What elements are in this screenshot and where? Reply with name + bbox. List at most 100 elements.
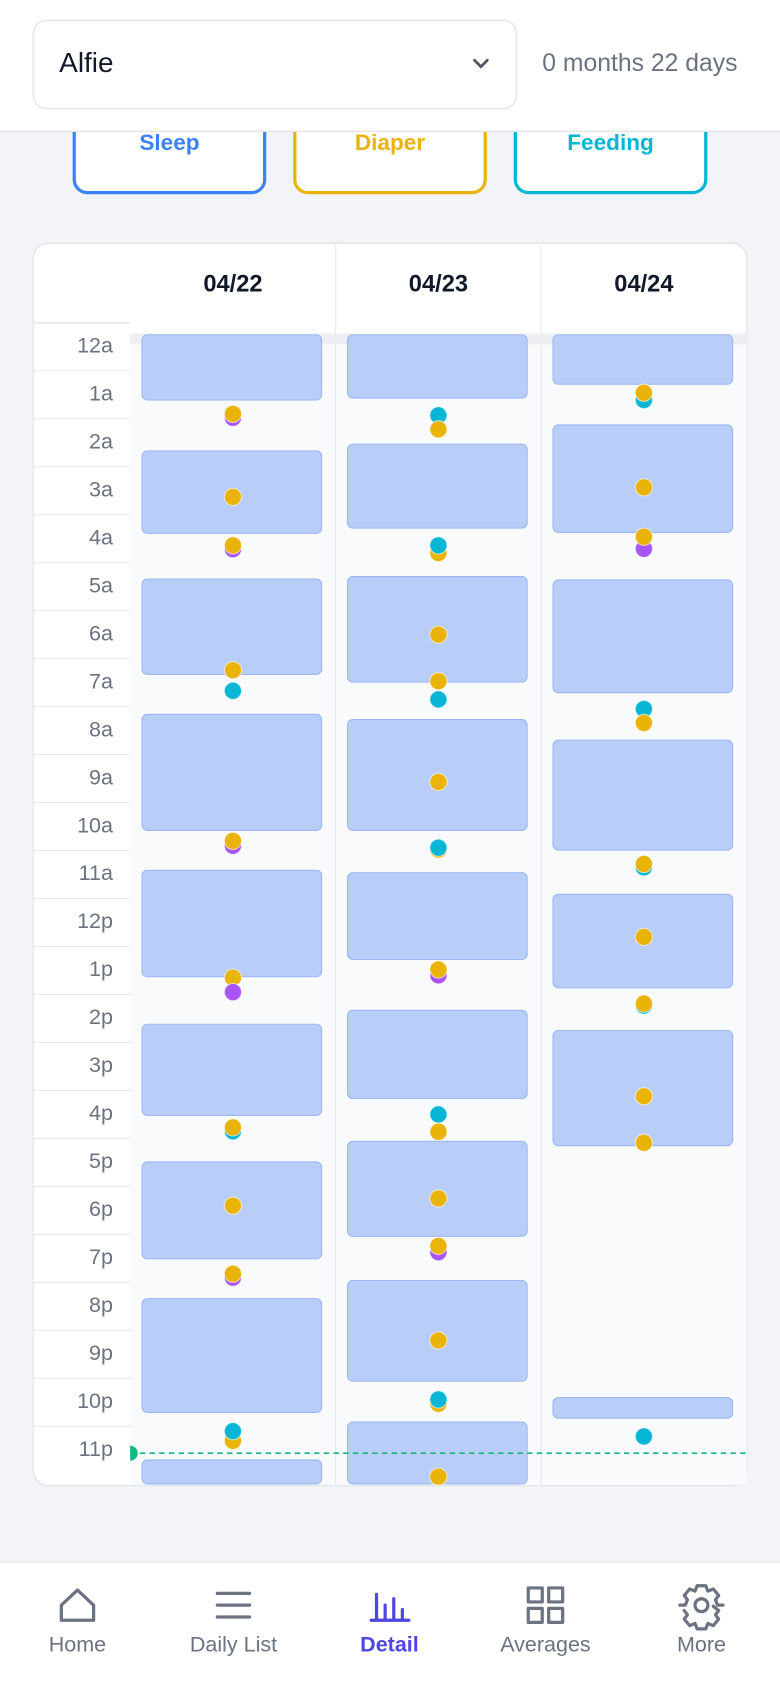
event-dot[interactable] [223, 1422, 243, 1441]
day-date: 04/22 [203, 271, 262, 297]
hour-label: 9p [89, 1341, 113, 1365]
event-dot[interactable] [429, 1467, 448, 1485]
event-dot[interactable] [634, 927, 654, 947]
event-dot[interactable] [634, 1087, 654, 1106]
event-dot[interactable] [634, 854, 654, 874]
event-dot[interactable] [223, 1118, 243, 1137]
hour-label: 1p [89, 957, 113, 981]
sleep-block[interactable] [346, 443, 528, 529]
hour-label: 4p [89, 1101, 113, 1125]
event-dot[interactable] [223, 1196, 243, 1215]
list-icon [215, 1591, 252, 1619]
event-dot[interactable] [429, 690, 448, 709]
hour-label: 2a [89, 429, 113, 453]
sleep-block[interactable] [346, 1009, 528, 1100]
event-dot[interactable] [634, 1427, 654, 1446]
event-dot[interactable] [634, 527, 654, 546]
hour-label: 4a [89, 525, 113, 549]
child-select[interactable] [32, 19, 518, 110]
event-dot[interactable] [429, 536, 448, 555]
hour-label: 3p [89, 1053, 113, 1077]
sleep-block[interactable] [552, 739, 734, 851]
sleep-block[interactable] [346, 1140, 528, 1237]
child-name: Alfie [59, 47, 113, 78]
event-dot[interactable] [223, 681, 243, 700]
hour-label: 6p [89, 1197, 113, 1221]
nav-label[interactable]: Detail [360, 1633, 419, 1657]
event-dot[interactable] [634, 713, 654, 733]
gear-center [693, 1597, 710, 1614]
home-icon [59, 1588, 96, 1622]
event-dot[interactable] [223, 1264, 243, 1283]
hour-label: 7p [89, 1245, 113, 1269]
event-dot[interactable] [429, 838, 448, 857]
hour-label: 8p [89, 1293, 113, 1317]
nav-label[interactable]: Daily List [190, 1633, 277, 1657]
sleep-block[interactable] [346, 1279, 528, 1382]
hour-label: 5p [89, 1149, 113, 1173]
day-events [141, 334, 734, 1485]
event-dot[interactable] [223, 831, 243, 851]
sleep-block[interactable] [552, 334, 734, 385]
gear-icon [678, 1584, 725, 1631]
hour-label: 10p [77, 1389, 113, 1413]
sleep-block[interactable] [552, 579, 734, 694]
hour-label: 1a [89, 381, 113, 405]
legend-label: Feeding [567, 130, 654, 155]
child-age: 0 months 22 days [542, 50, 737, 77]
event-dot[interactable] [429, 1189, 448, 1208]
event-dot[interactable] [634, 383, 654, 402]
legend-label: Sleep [139, 130, 199, 155]
event-dot[interactable] [634, 994, 654, 1013]
event-dot[interactable] [223, 661, 243, 680]
event-dot[interactable] [223, 404, 243, 424]
event-dot[interactable] [429, 625, 448, 644]
event-dot[interactable] [429, 1390, 448, 1409]
day-date: 04/23 [409, 271, 468, 297]
averages-icon [526, 1586, 565, 1624]
event-dot[interactable] [223, 536, 243, 555]
legend-label: Diaper [355, 130, 425, 155]
nav-label[interactable]: More [677, 1633, 726, 1657]
hour-label: 2p [89, 1005, 113, 1029]
sleep-block[interactable] [141, 334, 323, 401]
event-dot[interactable] [223, 982, 243, 1002]
nav-label[interactable]: Home [49, 1633, 106, 1657]
hour-label: 8a [89, 717, 113, 741]
event-dot[interactable] [429, 772, 448, 792]
sleep-block[interactable] [141, 1023, 323, 1116]
chevron [473, 58, 489, 69]
sleep-block[interactable] [141, 713, 323, 831]
sleep-block[interactable] [141, 578, 323, 676]
hour-label: 9a [89, 765, 113, 789]
hour-label: 5a [89, 573, 113, 597]
event-dot[interactable] [429, 1105, 448, 1124]
event-dot[interactable] [634, 1133, 654, 1152]
event-dot[interactable] [429, 1236, 448, 1256]
bottom-nav [0, 1562, 780, 1688]
sleep-block[interactable] [141, 1298, 323, 1413]
hour-label: 3a [89, 477, 113, 501]
hour-label: 6a [89, 621, 113, 645]
event-dot[interactable] [634, 478, 654, 497]
sleep-block[interactable] [141, 869, 323, 978]
sleep-block[interactable] [552, 1397, 734, 1419]
nav-label[interactable]: Averages [500, 1633, 590, 1657]
event-dot[interactable] [429, 1122, 448, 1141]
event-dot[interactable] [429, 672, 448, 691]
event-dot[interactable] [429, 1331, 448, 1350]
hour-label: 12a [77, 333, 113, 357]
event-dot[interactable] [429, 420, 448, 439]
event-dot[interactable] [223, 487, 243, 507]
sleep-block[interactable] [141, 1459, 323, 1485]
detail-icon [369, 1592, 411, 1622]
event-dot[interactable] [429, 960, 448, 979]
calendar-grid: 04/22 04/23 04/24 12a 1a 2a 3a 4a 5a 6a 7a 8a 9a 10a 1… [33, 244, 747, 1485]
hour-label: 11p [79, 1437, 113, 1461]
hour-label: 10a [77, 813, 113, 837]
sleep-block[interactable] [346, 872, 528, 961]
sleep-block[interactable] [346, 334, 528, 399]
nav-icons [59, 1584, 725, 1631]
